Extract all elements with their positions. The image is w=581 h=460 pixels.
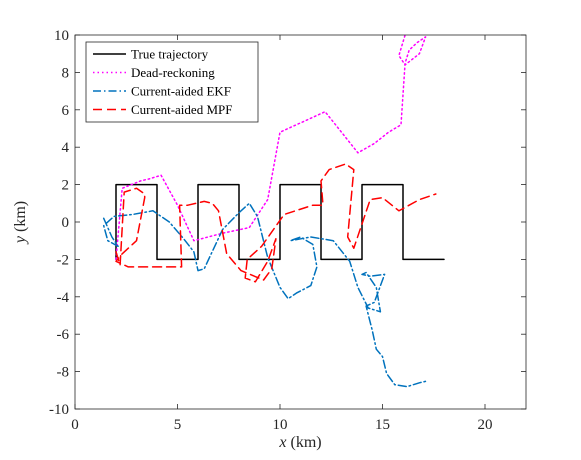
y-tick-label: 0 xyxy=(62,215,70,231)
y-tick-label: -2 xyxy=(57,252,70,268)
x-axis-label: x (km) xyxy=(278,434,321,451)
y-tick-label: -6 xyxy=(57,327,70,343)
series-line-4 xyxy=(115,163,437,283)
series-line-1 xyxy=(115,183,445,261)
legend: True trajectory Dead-reckoning Current-aid… xyxy=(85,41,259,123)
y-tick-label: -4 xyxy=(57,290,70,306)
y-tick-label: -8 xyxy=(57,365,70,381)
y-tick-label: 8 xyxy=(62,65,70,81)
tick-layer: 0 5 10 15 20 -10 -8 -6 -4 -2 0 2 4 6 8 10 xyxy=(49,28,526,433)
legend-label-4: Current-aided MPF xyxy=(131,102,232,117)
x-tick-label: 10 xyxy=(273,417,288,433)
legend-label-2: Dead-reckoning xyxy=(131,65,215,80)
x-tick-label: 5 xyxy=(174,417,182,433)
x-tick-label: 0 xyxy=(71,417,79,433)
x-tick-label: 20 xyxy=(478,417,493,433)
series-line-2 xyxy=(115,34,427,261)
series-layer xyxy=(102,34,445,388)
y-tick-label: 4 xyxy=(62,140,70,156)
legend-label-3: Current-aided EKF xyxy=(131,84,231,99)
y-tick-label: 10 xyxy=(54,28,69,44)
y-tick-label: 2 xyxy=(62,178,70,194)
y-tick-label: 6 xyxy=(62,103,70,119)
y-tick-label: -10 xyxy=(49,402,69,418)
legend-label-1: True trajectory xyxy=(131,47,209,62)
y-axis-label: y (km) xyxy=(12,201,29,245)
legend-box xyxy=(85,41,259,123)
series-line-3 xyxy=(102,202,429,388)
x-tick-label: 15 xyxy=(375,417,390,433)
